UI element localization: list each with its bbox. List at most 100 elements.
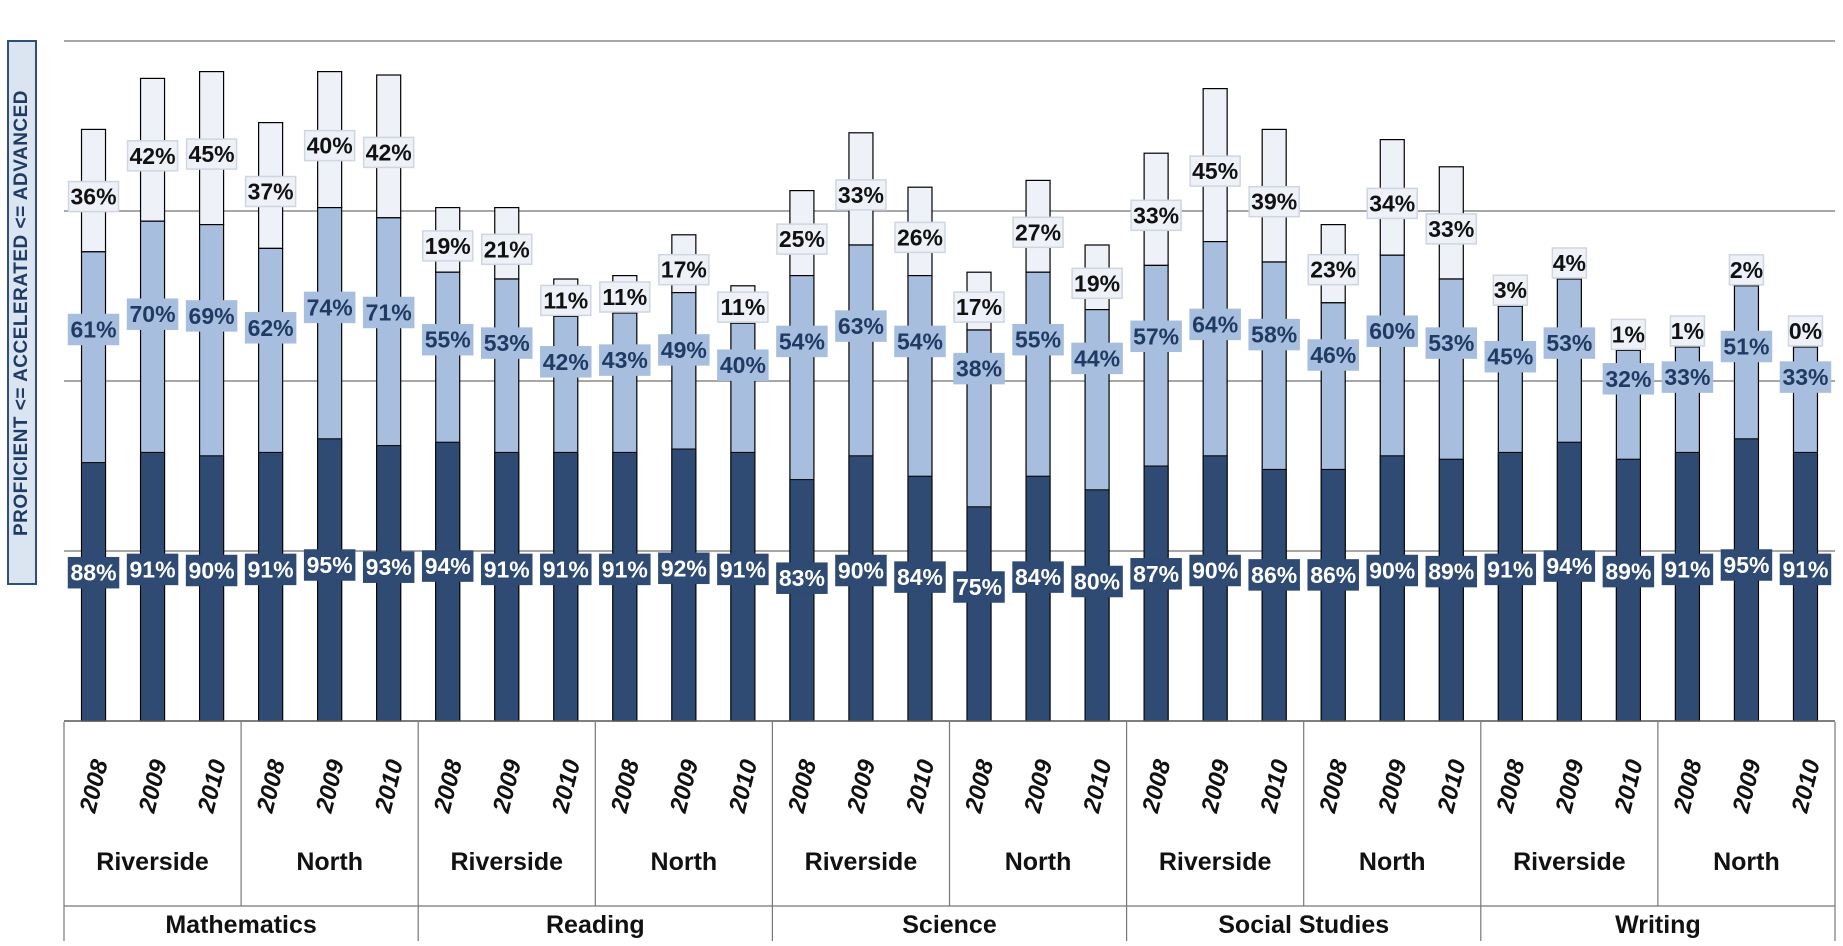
data-label-accelerated: 51% (1723, 334, 1769, 360)
data-label-accelerated-bg (1071, 342, 1123, 375)
year-tick-label: 2010 (1432, 756, 1472, 816)
data-label-advanced-bg (362, 136, 415, 169)
data-label-accelerated-bg (67, 313, 120, 346)
year-tick-label: 2008 (606, 756, 646, 816)
data-label-advanced-bg (1071, 267, 1123, 300)
bar-proficient (81, 462, 107, 722)
data-label-proficient-bg (244, 553, 297, 586)
data-label-proficient-bg (1543, 550, 1596, 582)
school-label: Riverside (805, 848, 918, 876)
data-label-advanced: 19% (1074, 270, 1120, 296)
data-label-accelerated: 70% (130, 301, 176, 327)
data-label-advanced: 1% (1612, 321, 1645, 347)
bar-proficient (376, 445, 402, 722)
school-label: North (1713, 848, 1780, 876)
data-label-accelerated: 71% (366, 300, 412, 326)
data-label-advanced-bg (1307, 253, 1359, 286)
data-label-proficient: 90% (838, 558, 884, 584)
data-label-accelerated-bg (540, 346, 592, 378)
data-label-accelerated: 38% (956, 356, 1002, 382)
bar-proficient (1143, 465, 1169, 722)
data-label-accelerated-bg (1425, 327, 1478, 359)
bar-proficient (494, 451, 520, 722)
data-label-accelerated: 62% (248, 315, 294, 341)
data-label-advanced-bg (1012, 216, 1064, 249)
data-label-advanced: 23% (1310, 257, 1356, 283)
data-label-accelerated-bg (1543, 327, 1596, 359)
data-label-advanced-bg (776, 223, 828, 255)
data-label-advanced-bg (540, 284, 592, 317)
data-label-proficient: 91% (1782, 556, 1828, 582)
data-label-accelerated: 33% (1664, 364, 1710, 390)
data-label-accelerated-bg (185, 300, 238, 332)
data-label-proficient-bg (481, 553, 533, 586)
year-tick-label: 2008 (1491, 756, 1531, 816)
data-label-proficient-bg (126, 553, 179, 586)
data-label-advanced-bg (835, 179, 887, 211)
data-label-accelerated: 53% (484, 330, 530, 356)
data-label-proficient-bg (1602, 555, 1655, 588)
data-label-proficient: 94% (425, 553, 471, 579)
data-label-proficient-bg (1720, 549, 1773, 581)
year-tick-label: 2010 (1078, 756, 1118, 816)
bar-proficient (1320, 468, 1346, 722)
data-label-proficient-bg (1012, 561, 1064, 593)
data-label-proficient-bg (1661, 553, 1714, 586)
year-tick-label: 2010 (724, 756, 764, 816)
bar-proficient (1084, 489, 1110, 722)
data-label-proficient: 91% (1664, 556, 1710, 582)
year-tick-label: 2009 (1196, 756, 1236, 816)
data-label-advanced-bg (717, 291, 769, 323)
bar-proficient (1025, 475, 1051, 722)
bar-proficient (1261, 468, 1287, 722)
data-label-advanced: 3% (1494, 277, 1527, 303)
data-label-advanced-bg (1366, 187, 1418, 220)
data-label-proficient-bg (1071, 565, 1123, 598)
data-label-accelerated-bg (658, 334, 710, 366)
school-label: North (1359, 848, 1426, 876)
data-label-proficient: 80% (1074, 569, 1120, 595)
year-tick-label: 2010 (1609, 756, 1649, 816)
data-label-proficient-bg (421, 550, 474, 582)
data-label-accelerated: 55% (425, 327, 471, 353)
data-label-accelerated-bg (599, 344, 651, 376)
year-tick-label: 2008 (783, 756, 823, 816)
data-label-proficient-bg (1484, 553, 1537, 586)
subject-label: Reading (546, 911, 645, 939)
data-label-advanced-bg (421, 230, 474, 262)
data-label-advanced: 33% (1133, 202, 1179, 228)
data-label-accelerated-bg (481, 327, 533, 359)
data-label-advanced: 42% (130, 143, 176, 169)
data-label-proficient-bg (953, 571, 1005, 603)
data-label-proficient-bg (1307, 559, 1359, 591)
subject-label: Social Studies (1218, 911, 1389, 939)
data-label-proficient: 91% (248, 556, 294, 582)
data-label-advanced: 34% (1369, 190, 1415, 216)
bar-proficient (1674, 451, 1700, 722)
data-label-proficient: 86% (1310, 562, 1356, 588)
school-label: Riverside (450, 848, 563, 876)
data-label-proficient: 94% (1546, 553, 1592, 579)
data-label-proficient-bg (185, 554, 238, 587)
data-label-proficient-bg (303, 549, 356, 581)
data-label-advanced: 45% (189, 141, 235, 167)
subject-label: Science (902, 911, 997, 939)
data-label-accelerated-bg (1720, 330, 1773, 363)
data-label-advanced: 42% (366, 139, 412, 165)
data-label-proficient: 91% (720, 556, 766, 582)
data-label-accelerated-bg (894, 325, 946, 358)
data-label-advanced-bg (1492, 274, 1529, 306)
bar-proficient (789, 479, 815, 722)
data-label-proficient: 89% (1428, 559, 1474, 585)
data-label-advanced-bg (1425, 213, 1478, 245)
data-label-proficient: 91% (602, 556, 648, 582)
data-label-proficient-bg (658, 552, 710, 585)
y-axis-label-box: PROFICIENT <= ACCELERATED <= ADVANCED (7, 40, 37, 585)
data-label-proficient: 91% (1487, 556, 1533, 582)
data-label-advanced: 17% (956, 294, 1002, 320)
data-label-advanced-bg (599, 281, 651, 313)
data-label-proficient: 84% (897, 564, 943, 590)
data-label-accelerated: 45% (1487, 344, 1533, 370)
